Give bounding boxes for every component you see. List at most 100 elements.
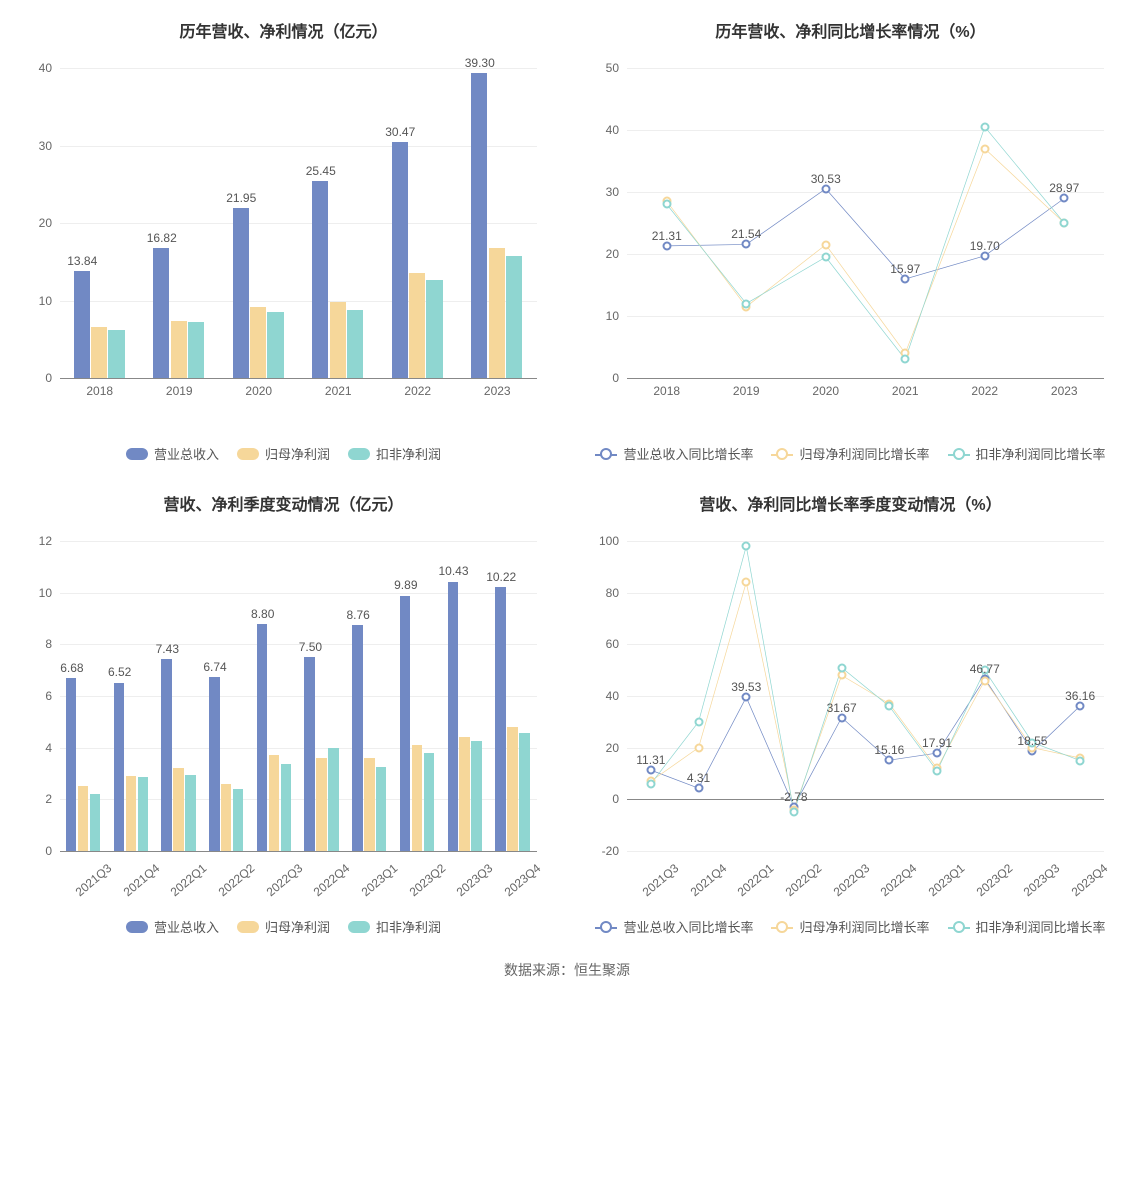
bar-value-label: 8.80 [251,607,274,621]
legend-item: 归母净利润同比增长率 [771,917,929,936]
bar [330,302,346,378]
data-source-note: 数据来源：恒生聚源 [10,960,1124,980]
bar [281,764,291,851]
line-marker [1060,219,1069,228]
legend: 营业总收入同比增长率归母净利润同比增长率扣非净利润同比增长率 [577,444,1124,463]
legend-swatch [348,448,370,460]
legend: 营业总收入归母净利润扣非净利润 [10,444,557,463]
panel-top-right: 历年营收、净利同比增长率情况（%） 0102030405021.3121.543… [577,10,1124,463]
y-axis-tick: 2 [10,792,52,806]
x-axis-tick: 2023Q1 [926,861,968,899]
point-value-label: 11.31 [636,753,665,767]
bar [90,794,100,851]
legend-label: 营业总收入同比增长率 [623,917,753,936]
bar [495,587,505,851]
legend-swatch [595,449,617,459]
legend: 营业总收入归母净利润扣非净利润 [10,917,557,936]
panel-bottom-right: 营收、净利同比增长率季度变动情况（%） -2002040608010011.31… [577,483,1124,936]
bar [519,733,529,851]
x-axis-tick: 2022Q1 [168,861,210,899]
legend-item: 扣非净利润 [348,444,441,463]
x-axis-tick: 2022 [971,384,998,398]
legend-item: 扣非净利润同比增长率 [948,917,1106,936]
y-axis-tick: 20 [577,741,619,755]
bar [221,784,231,851]
line-marker [885,702,894,711]
y-axis-tick: 0 [577,371,619,385]
x-axis-tick: 2021Q3 [72,861,114,899]
bar [448,582,458,851]
chart-body: -2002040608010011.314.3139.53-2.7831.671… [577,531,1124,911]
bar [471,741,481,851]
legend-item: 扣非净利润同比增长率 [948,444,1106,463]
bar [471,73,487,378]
point-value-label: 15.97 [890,262,920,276]
legend-item: 营业总收入同比增长率 [595,444,753,463]
y-axis-tick: 0 [10,844,52,858]
x-axis-tick: 2019 [166,384,193,398]
x-axis-tick: 2022Q1 [735,861,777,899]
bar [114,683,124,851]
y-axis-tick: 100 [577,534,619,548]
line-series [667,149,1065,354]
legend-item: 扣非净利润 [348,917,441,936]
point-value-label: 15.16 [874,743,904,757]
legend-item: 归母净利润同比增长率 [771,444,929,463]
point-value-label: 4.31 [687,771,710,785]
bar-value-label: 13.84 [67,254,97,268]
x-axis-tick: 2022 [404,384,431,398]
x-axis-tick: 2022Q4 [311,861,353,899]
bar [459,737,469,851]
charts-grid: 历年营收、净利情况（亿元） 01020304013.8416.8221.9525… [10,10,1124,936]
line-marker [1076,756,1085,765]
bar [409,273,425,378]
point-value-label: 39.53 [731,680,761,694]
bar-value-label: 6.74 [203,660,226,674]
x-axis-tick: 2023Q2 [406,861,448,899]
x-axis-tick: 2021Q4 [120,861,162,899]
bar [171,321,187,378]
y-axis-tick: 10 [10,294,52,308]
x-axis-tick: 2022Q2 [783,861,825,899]
point-value-label: 31.67 [827,701,857,715]
line-marker [821,240,830,249]
legend-label: 扣非净利润 [376,917,441,936]
point-value-label: 17.91 [922,736,952,750]
line-marker [789,808,798,817]
line-marker [980,122,989,131]
legend-swatch [126,921,148,933]
bar [312,181,328,378]
chart-body: 0246810126.686.527.436.748.807.508.769.8… [10,531,557,911]
legend-label: 归母净利润同比增长率 [799,917,929,936]
y-axis-tick: 40 [577,689,619,703]
panel-top-left: 历年营收、净利情况（亿元） 01020304013.8416.8221.9525… [10,10,557,463]
bar-value-label: 8.76 [346,608,369,622]
point-value-label: 21.54 [731,228,761,242]
legend-label: 营业总收入 [154,444,219,463]
bar [316,758,326,851]
legend-swatch [948,922,970,932]
x-axis-tick: 2023 [1051,384,1078,398]
line-marker [837,671,846,680]
bar [352,625,362,851]
chart-title: 历年营收、净利同比增长率情况（%） [577,18,1124,42]
bar [188,322,204,378]
y-axis-tick: 6 [10,689,52,703]
legend-label: 营业总收入 [154,917,219,936]
bar [392,142,408,378]
x-axis-tick: 2021 [892,384,919,398]
bar [153,248,169,378]
point-value-label: 28.97 [1049,182,1079,196]
x-axis-tick: 2023Q3 [1021,861,1063,899]
legend-label: 扣非净利润同比增长率 [976,917,1106,936]
legend-item: 营业总收入 [126,917,219,936]
bar [507,727,517,851]
legend-label: 扣非净利润 [376,444,441,463]
y-axis-tick: -20 [577,844,619,858]
legend-swatch [948,449,970,459]
y-axis-tick: 8 [10,637,52,651]
legend-item: 营业总收入同比增长率 [595,917,753,936]
bar-value-label: 6.52 [108,665,131,679]
bar [233,208,249,378]
bar [173,768,183,851]
